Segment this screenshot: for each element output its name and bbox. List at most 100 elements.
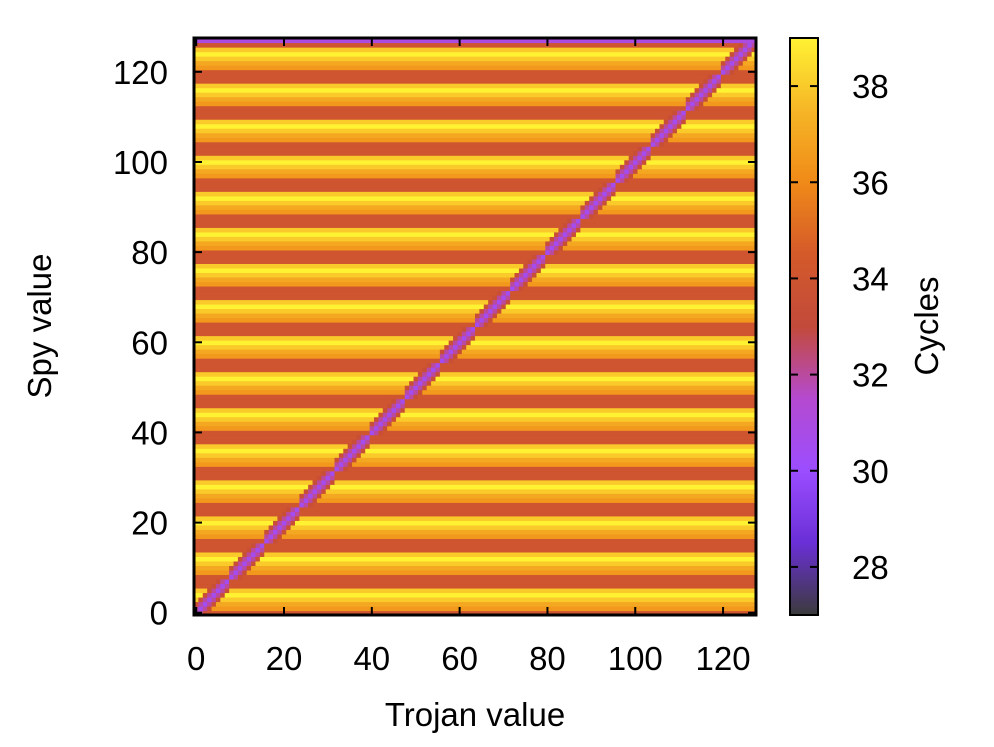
heatmap-cell <box>356 448 362 454</box>
heatmap-cell <box>194 425 371 431</box>
heatmap-cell <box>194 371 419 377</box>
heatmap-cell <box>194 276 511 283</box>
heatmap-cell <box>194 367 423 373</box>
heatmap-cell <box>378 425 384 431</box>
heatmap-cell <box>347 448 353 454</box>
heatmap-cell <box>277 533 283 539</box>
heatmap-cell <box>496 312 756 319</box>
y-tick-label: 100 <box>113 144 168 181</box>
heatmap-cell <box>194 430 371 436</box>
heatmap-cell <box>194 213 581 219</box>
heatmap-cell <box>523 285 756 292</box>
heatmap-cell <box>734 65 740 71</box>
heatmap-cell <box>220 592 226 598</box>
heatmap-cell <box>716 83 722 89</box>
heatmap-cell <box>606 195 612 201</box>
y-tick-label: 0 <box>150 595 168 632</box>
heatmap-cell <box>330 484 756 490</box>
heatmap-cell <box>391 398 397 404</box>
colorbar-tick-label: 34 <box>852 260 889 297</box>
heatmap-cell <box>400 407 406 413</box>
heatmap-cell <box>422 367 428 373</box>
heatmap-cell <box>567 240 756 246</box>
heatmap-cell <box>395 412 401 418</box>
heatmap-cell <box>286 506 292 512</box>
heatmap-cell <box>194 403 388 409</box>
y-axis-ticks: 0 20 40 60 80 100 120 <box>113 54 756 632</box>
heatmap-cell <box>707 92 713 98</box>
heatmap-cell <box>194 240 546 246</box>
heatmap-cell <box>628 159 634 165</box>
heatmap-cell <box>637 146 643 152</box>
heatmap-cell <box>558 249 756 255</box>
colorbar-ticks: 28 30 32 34 36 38 <box>790 68 889 586</box>
heatmap-cell <box>619 177 625 183</box>
heatmap-cell <box>356 434 362 440</box>
heatmap-cell <box>194 470 322 476</box>
heatmap-cell <box>194 457 336 463</box>
heatmap-cell <box>395 416 756 422</box>
heatmap-cell <box>698 101 704 107</box>
heatmap-cell <box>444 353 450 359</box>
heatmap-cell <box>571 227 577 233</box>
heatmap-cell <box>707 83 713 89</box>
heatmap-cell <box>650 137 656 143</box>
heatmap-cell <box>242 560 248 567</box>
heatmap-cell <box>246 569 756 576</box>
heatmap-cell <box>194 92 691 98</box>
heatmap-cell <box>444 358 450 364</box>
heatmap-cell <box>707 87 713 93</box>
heatmap-cell <box>194 335 454 341</box>
heatmap-cell <box>562 231 568 237</box>
heatmap-cell <box>387 403 393 409</box>
heatmap-cell <box>194 150 634 156</box>
heatmap-cell <box>571 231 577 237</box>
heatmap-cell <box>738 42 744 48</box>
heatmap-cell <box>194 488 305 494</box>
heatmap-cell <box>387 412 393 418</box>
heatmap-cell <box>694 101 700 107</box>
heatmap-cell <box>435 362 441 368</box>
heatmap-cell <box>194 376 415 382</box>
heatmap-cell <box>444 349 450 355</box>
heatmap-cell <box>417 371 423 377</box>
heatmap-cell <box>294 506 300 512</box>
heatmap-cell <box>453 335 459 341</box>
heatmap-cell <box>321 479 327 485</box>
heatmap-cell <box>343 461 349 467</box>
heatmap-cell <box>510 276 516 283</box>
heatmap-cell <box>633 159 639 165</box>
heatmap-cell <box>422 389 756 395</box>
heatmap-cell <box>194 312 476 319</box>
heatmap-cell <box>259 556 756 562</box>
heatmap-cell <box>633 173 756 179</box>
heatmap-cell <box>417 380 423 386</box>
heatmap-cell <box>299 506 756 512</box>
heatmap-cell <box>194 141 652 147</box>
heatmap-cell <box>725 65 731 71</box>
heatmap-cell <box>194 326 463 332</box>
heatmap-cell <box>655 141 661 147</box>
heatmap-cell <box>650 150 756 156</box>
heatmap-cell <box>194 204 581 210</box>
heatmap-cell <box>492 294 498 301</box>
heatmap-cell <box>527 276 533 283</box>
heatmap-cell <box>475 331 756 337</box>
heatmap-cell <box>194 272 516 278</box>
heatmap-cell <box>194 267 520 274</box>
heatmap-cell <box>330 475 336 481</box>
colorbar-tick-label: 28 <box>852 549 889 586</box>
heatmap-cell <box>650 141 656 147</box>
heatmap-cell <box>194 294 494 301</box>
heatmap-cell <box>483 312 489 319</box>
heatmap-cell <box>312 493 318 499</box>
heatmap-cell <box>738 51 744 57</box>
heatmap-cell <box>453 344 459 350</box>
heatmap-cell <box>659 132 665 138</box>
heatmap-cell <box>194 331 459 337</box>
heatmap-cell <box>540 254 546 260</box>
y-tick-label: 60 <box>131 324 168 361</box>
heatmap-cell <box>567 236 573 242</box>
heatmap-cell <box>554 249 560 255</box>
heatmap-cell <box>597 186 603 192</box>
